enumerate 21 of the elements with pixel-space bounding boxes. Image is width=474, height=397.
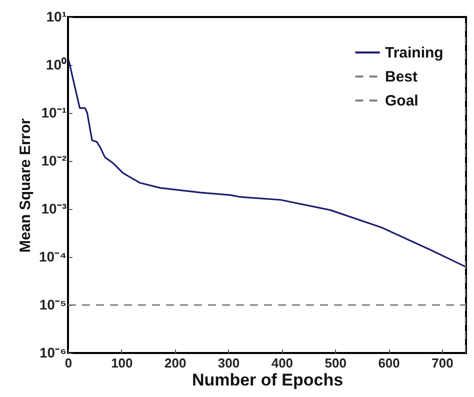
x-tick-label: 700 [432,356,454,370]
x-tick-label: 400 [271,356,294,370]
y-tick-label: 10⁻⁵ [39,296,66,312]
legend-label: Goal [385,92,418,110]
x-axis-title: Number of Epochs [192,370,344,390]
x-tick-label: 200 [164,356,186,370]
legend-label: Best [385,68,418,86]
y-tick-label: 10⁻⁴ [39,248,67,264]
x-tick-label: 500 [324,356,346,370]
y-tick-label: 10⁻³ [41,200,67,216]
x-tick-label: 100 [111,356,133,370]
y-tick-label: 10⁻² [41,152,67,168]
y-tick-label: 10⁻⁶ [39,344,66,360]
y-tick-label: 10⁻¹ [41,104,67,120]
y-tick-label: 10⁰ [46,56,66,72]
y-axis-title: Mean Square Error [17,118,34,253]
y-tick-label: 10¹ [46,8,67,24]
x-tick-label: 0 [64,356,72,370]
x-tick-label: 300 [218,356,240,370]
legend-label: Training [385,44,444,62]
x-tick-label: 600 [378,356,400,370]
